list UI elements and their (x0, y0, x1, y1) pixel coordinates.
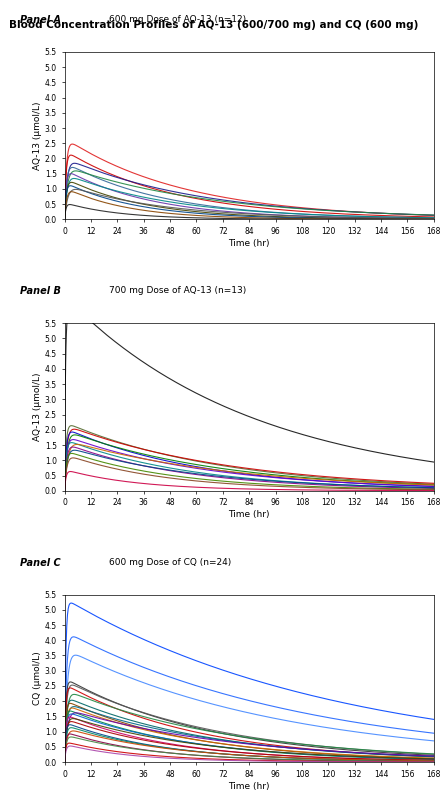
X-axis label: Time (hr): Time (hr) (228, 781, 270, 791)
Y-axis label: AQ-13 (μmol/L): AQ-13 (μmol/L) (33, 373, 42, 441)
Y-axis label: CQ (μmol/L): CQ (μmol/L) (33, 651, 42, 705)
Text: Blood Concentration Profiles of AQ-13 (600/700 mg) and CQ (600 mg): Blood Concentration Profiles of AQ-13 (6… (9, 20, 418, 30)
Text: 600 mg Dose of AQ-13 (n=12): 600 mg Dose of AQ-13 (n=12) (109, 15, 246, 24)
Text: Panel B: Panel B (20, 286, 61, 296)
X-axis label: Time (hr): Time (hr) (228, 239, 270, 248)
Text: 700 mg Dose of AQ-13 (n=13): 700 mg Dose of AQ-13 (n=13) (109, 286, 246, 295)
Text: Panel A: Panel A (20, 15, 61, 25)
Text: Panel C: Panel C (20, 558, 61, 567)
Text: 600 mg Dose of CQ (n=24): 600 mg Dose of CQ (n=24) (109, 558, 231, 567)
X-axis label: Time (hr): Time (hr) (228, 510, 270, 519)
Y-axis label: AQ-13 (μmol/L): AQ-13 (μmol/L) (33, 101, 42, 170)
